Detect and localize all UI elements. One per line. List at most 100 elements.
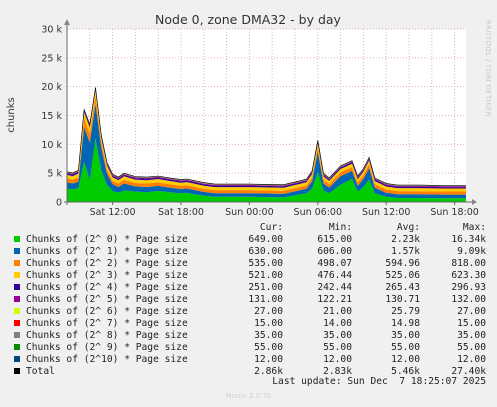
legend-swatch xyxy=(14,320,20,326)
chart-area: Node 0, zone DMA32 - by day chunks 0 5 k 1… xyxy=(6,12,479,219)
legend-max: 9.09k xyxy=(457,246,486,257)
y-tick-label: 25 k xyxy=(41,53,62,64)
series-area-1 xyxy=(67,104,466,199)
legend-avg: 2.23k xyxy=(391,234,420,245)
legend-avg: 35.00 xyxy=(391,330,420,341)
legend-swatch xyxy=(14,236,20,242)
series-area-0 xyxy=(67,138,466,202)
legend-label: Chunks of (2^ 8) * Page size xyxy=(26,330,188,341)
legend-header-cur: Cur: xyxy=(259,222,283,233)
series-area-2 xyxy=(67,95,466,195)
x-tick-label: Sun 06:00 xyxy=(294,207,342,218)
legend-header-min: Min: xyxy=(328,222,352,233)
legend-label: Chunks of (2^ 4) * Page size xyxy=(26,282,188,293)
legend-min: 35.00 xyxy=(323,330,352,341)
legend-header: Cur: Min: Avg: Max: xyxy=(0,222,497,234)
y-tick-label: 10 k xyxy=(41,140,62,151)
x-tick-label: Sat 12:00 xyxy=(90,207,136,218)
series-area-3 xyxy=(67,90,466,192)
x-tick-label: Sun 18:00 xyxy=(430,207,478,218)
legend-label: Chunks of (2^ 3) * Page size xyxy=(26,270,188,281)
legend-avg: 5.46k xyxy=(391,366,420,377)
legend-label: Total xyxy=(26,366,55,377)
legend-max: 818.00 xyxy=(451,258,486,269)
y-axis-arrow xyxy=(64,19,70,25)
legend-swatch xyxy=(14,260,20,266)
legend-max: 296.93 xyxy=(451,282,486,293)
legend-max: 55.00 xyxy=(457,342,486,353)
legend-row: Chunks of (2^ 0) * Page size 649.00 615.00… xyxy=(0,234,497,246)
legend-swatch xyxy=(14,272,20,278)
rrdtool-watermark: RRDTOOL / TOBI OETIKER xyxy=(484,20,492,117)
legend-avg: 525.06 xyxy=(385,270,420,281)
legend-row: Chunks of (2^ 6) * Page size 27.00 21.00 25… xyxy=(0,306,497,318)
legend-min: 606.00 xyxy=(317,246,352,257)
legend-avg: 265.43 xyxy=(385,282,420,293)
chart-title: Node 0, zone DMA32 - by day xyxy=(155,12,342,27)
legend-label: Chunks of (2^ 0) * Page size xyxy=(26,234,188,245)
legend-min: 498.07 xyxy=(317,258,352,269)
legend-avg: 12.00 xyxy=(391,354,420,365)
legend-row: Chunks of (2^ 5) * Page size 131.00 122.21… xyxy=(0,294,497,306)
legend-row: Chunks of (2^ 7) * Page size 15.00 14.00 14… xyxy=(0,318,497,330)
legend-min: 14.00 xyxy=(323,318,352,329)
legend-row: Chunks of (2^ 1) * Page size 630.00 606.00… xyxy=(0,246,497,258)
y-axis-label: chunks xyxy=(6,97,17,133)
legend-max: 27.00 xyxy=(457,306,486,317)
legend-label: Chunks of (2^10) * Page size xyxy=(26,354,188,365)
legend-cur: 535.00 xyxy=(248,258,283,269)
legend-min: 122.21 xyxy=(317,294,352,305)
legend-label: Chunks of (2^ 9) * Page size xyxy=(26,342,188,353)
y-tick-label: 15 k xyxy=(41,111,62,122)
legend-avg: 130.71 xyxy=(385,294,420,305)
y-tick-label: 20 k xyxy=(41,82,62,93)
legend-label: Chunks of (2^ 6) * Page size xyxy=(26,306,188,317)
y-tick-label: 0 xyxy=(56,198,62,209)
legend-label: Chunks of (2^ 5) * Page size xyxy=(26,294,188,305)
legend-max: 623.30 xyxy=(451,270,486,281)
legend-min: 242.44 xyxy=(317,282,352,293)
legend-row: Chunks of (2^ 9) * Page size 55.00 55.00 55… xyxy=(0,342,497,354)
legend-swatch xyxy=(14,368,20,374)
legend-label: Chunks of (2^ 7) * Page size xyxy=(26,318,188,329)
legend-cur: 55.00 xyxy=(254,342,283,353)
legend-min: 615.00 xyxy=(317,234,352,245)
axis-ticks: 0 5 k 10 k 15 k 20 k 25 k 30 k Sat 12:00 Sat 18:… xyxy=(41,25,478,219)
legend-swatch xyxy=(14,296,20,302)
legend-swatch xyxy=(14,284,20,290)
legend-cur: 12.00 xyxy=(254,354,283,365)
legend-max: 27.40k xyxy=(451,366,486,377)
legend-max: 132.00 xyxy=(451,294,486,305)
legend-row: Chunks of (2^ 4) * Page size 251.00 242.44… xyxy=(0,282,497,294)
legend-cur: 27.00 xyxy=(254,306,283,317)
y-tick-label: 30 k xyxy=(41,25,62,36)
legend-avg: 14.98 xyxy=(391,318,420,329)
legend-min: 12.00 xyxy=(323,354,352,365)
y-tick-label: 5 k xyxy=(47,169,62,180)
axes xyxy=(64,19,477,205)
legend-row: Total 2.86k 2.83k 5.46k 27.40k xyxy=(0,366,497,378)
legend-cur: 521.00 xyxy=(248,270,283,281)
legend-avg: 25.79 xyxy=(391,306,420,317)
stacked-areas xyxy=(66,87,466,202)
legend-swatch xyxy=(14,356,20,362)
legend-max: 12.00 xyxy=(457,354,486,365)
legend-avg: 55.00 xyxy=(391,342,420,353)
x-tick-label: Sat 18:00 xyxy=(158,207,204,218)
legend-row: Chunks of (2^ 8) * Page size 35.00 35.00 35… xyxy=(0,330,497,342)
legend-header-avg: Avg: xyxy=(396,222,420,233)
legend-avg: 594.96 xyxy=(385,258,420,269)
legend-header-max: Max: xyxy=(462,222,486,233)
legend-swatch xyxy=(14,332,20,338)
legend-avg: 1.57k xyxy=(391,246,420,257)
legend-cur: 2.86k xyxy=(254,366,283,377)
legend-swatch xyxy=(14,308,20,314)
x-axis-arrow xyxy=(472,199,477,205)
last-update: Last update: Sun Dec 7 18:25:07 2025 xyxy=(272,376,486,387)
legend-min: 476.44 xyxy=(317,270,352,281)
legend-label: Chunks of (2^ 2) * Page size xyxy=(26,258,188,269)
legend-swatch xyxy=(14,344,20,350)
legend-min: 21.00 xyxy=(323,306,352,317)
legend-cur: 251.00 xyxy=(248,282,283,293)
